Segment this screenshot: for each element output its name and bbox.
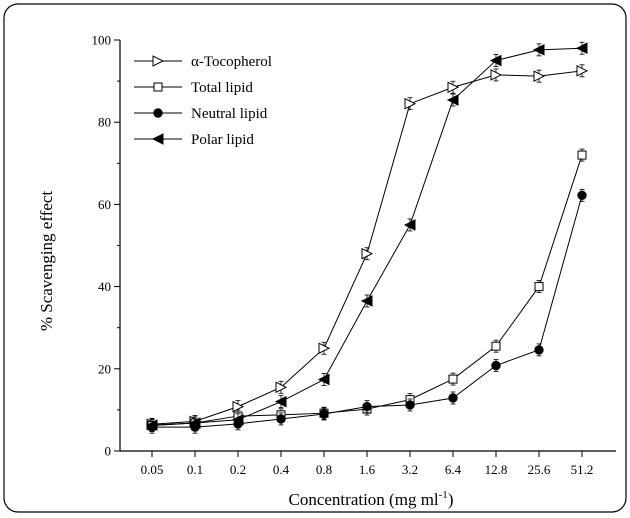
axes	[119, 40, 616, 452]
x-axis-title-close: )	[448, 490, 454, 509]
x-tick-label: 0.8	[316, 462, 332, 477]
data-point	[575, 42, 588, 55]
legend-marker	[151, 133, 164, 145]
data-point	[318, 342, 331, 355]
legend-item-3: Polar lipid	[134, 132, 254, 148]
data-point	[489, 54, 502, 67]
x-tick-label: 25.6	[528, 462, 551, 477]
figure-frame	[3, 3, 627, 513]
data-point	[403, 219, 416, 231]
x-tick-label: 0.4	[273, 462, 290, 477]
legend-label: α-Tocopherol	[191, 54, 272, 70]
data-point	[319, 409, 329, 419]
data-point	[276, 414, 286, 424]
data-point	[490, 69, 503, 81]
series-group	[145, 41, 589, 434]
data-point	[448, 393, 458, 403]
x-tick-label: 0.2	[230, 462, 246, 477]
series-line	[152, 195, 583, 428]
data-point	[532, 44, 545, 56]
data-point	[576, 65, 589, 77]
legend: α-Tocopherol Total lipid Neutral lipid Pola…	[134, 54, 272, 148]
data-point	[446, 94, 459, 106]
data-point	[448, 374, 458, 384]
series-1	[147, 148, 587, 432]
legend-marker	[152, 55, 165, 67]
legend-label: Polar lipid	[191, 132, 254, 148]
x-axis-title-superscript: -1	[439, 489, 448, 501]
x-tick-label: 51.2	[571, 462, 594, 477]
series-line	[151, 47, 583, 426]
data-point	[275, 381, 288, 394]
y-tick-label: 20	[98, 361, 111, 376]
y-tick-label: 0	[105, 444, 112, 459]
data-point	[491, 360, 501, 371]
data-point	[491, 341, 501, 351]
legend-label: Neutral lipid	[191, 106, 268, 122]
data-point	[362, 401, 372, 412]
data-point	[534, 282, 544, 292]
x-ticks: 0.05 0.1 0.2 0.4 0.8 1.6 3.2 6.4 12.8 25.6 51.2	[141, 451, 594, 477]
data-point	[405, 400, 415, 410]
x-tick-label: 6.4	[445, 462, 462, 477]
legend-marker	[153, 108, 163, 118]
series-2	[147, 188, 587, 434]
x-axis-title-main: Concentration (mg ml	[289, 490, 439, 509]
data-point	[447, 81, 460, 94]
data-point	[317, 373, 330, 386]
x-tick-label: 0.05	[141, 462, 164, 477]
x-tick-label: 0.1	[187, 462, 203, 477]
y-tick-label: 100	[92, 33, 112, 48]
legend-item-1: Total lipid	[134, 80, 253, 96]
data-point	[404, 97, 417, 110]
data-point	[145, 419, 158, 431]
x-tick-label: 3.2	[402, 462, 418, 477]
y-tick-label: 40	[98, 279, 111, 294]
y-tick-label: 60	[98, 197, 111, 212]
legend-item-0: α-Tocopherol	[134, 54, 272, 70]
y-tick-label: 80	[98, 115, 111, 130]
data-point	[188, 417, 201, 429]
data-point	[231, 413, 244, 426]
series-line	[151, 154, 583, 427]
data-point	[534, 345, 544, 355]
legend-marker	[153, 82, 163, 92]
data-point	[360, 295, 373, 307]
x-tick-label: 12.8	[485, 462, 508, 477]
legend-label: Total lipid	[191, 80, 253, 96]
data-point	[577, 190, 587, 201]
y-ticks: 0 20 40 60 80 100	[92, 33, 120, 459]
series-3	[145, 41, 588, 432]
data-point	[232, 400, 245, 413]
data-point	[274, 395, 287, 408]
y-axis-title: % Scavenging effect	[37, 191, 56, 332]
data-point	[361, 247, 374, 260]
legend-item-2: Neutral lipid	[134, 106, 268, 122]
x-axis-title: Concentration (mg ml-1)	[289, 489, 454, 509]
data-point	[577, 150, 587, 160]
x-tick-label: 1.6	[359, 462, 376, 477]
data-point	[533, 70, 546, 82]
